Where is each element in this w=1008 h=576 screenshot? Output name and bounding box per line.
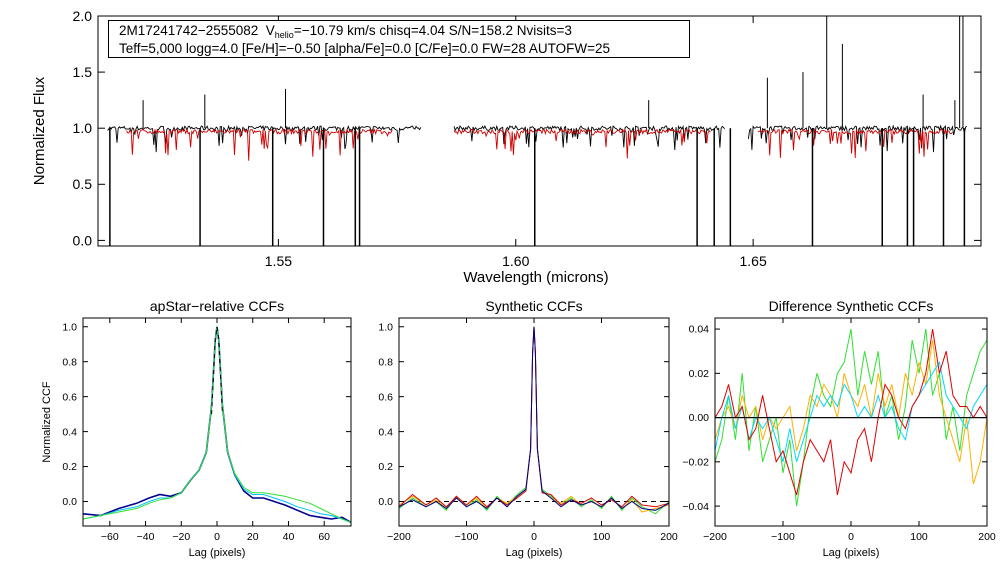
y-tick-label: 1.0 <box>73 120 93 136</box>
apstar-ccf-ylabel: Normalized CCF <box>41 381 53 463</box>
x-tick-label: −60 <box>101 531 119 543</box>
synthetic-ccf-xlabel: Lag (pixels) <box>506 547 563 559</box>
y-tick-label: 0.4 <box>378 426 393 438</box>
spectrum-frame <box>97 15 982 247</box>
ccf-series-line <box>714 360 988 462</box>
y-tick-label: 0.00 <box>689 412 710 424</box>
x-tick-label: 200 <box>978 531 996 543</box>
difference-ccf-frame <box>714 317 988 527</box>
ccf-series-line <box>398 326 670 513</box>
spectrum-ylabel: Normalized Flux <box>31 76 48 185</box>
y-tick-label: −0.02 <box>682 457 709 469</box>
ccf-series-line <box>211 326 223 415</box>
y-tick-label: 0.4 <box>62 426 77 438</box>
ccf-series-line <box>82 326 352 523</box>
vhelio-label: V <box>265 23 275 38</box>
y-tick-label: 0.2 <box>378 461 393 473</box>
difference-ccf-panel: Difference Synthetic CCFs −200 −100 0 100 20… <box>682 298 995 559</box>
spectrum-xlabel: Wavelength (microns) <box>463 269 608 286</box>
ccf-series-line <box>714 329 988 496</box>
star-id: 2M17241742−2555082 <box>119 23 259 38</box>
ccf-series-line <box>398 326 670 515</box>
y-tick-label: 0.2 <box>62 461 77 473</box>
model-spectrum <box>453 128 711 159</box>
y-tick-label: 0.8 <box>62 356 77 368</box>
x-tick-label: 1.65 <box>740 253 767 269</box>
observed-spectrum <box>747 124 968 153</box>
x-tick-label: 100 <box>593 531 611 543</box>
apstar-ccf-xlabel: Lag (pixels) <box>189 547 246 559</box>
ccf-series-line <box>82 326 352 524</box>
y-tick-label: 2.0 <box>73 8 93 24</box>
synthetic-ccf-lines <box>398 326 670 515</box>
info-line-1: 2M17241742−2555082 Vhelio=−10.79 km/s ch… <box>119 22 689 40</box>
x-tick-label: −40 <box>137 531 155 543</box>
difference-ccf-title: Difference Synthetic CCFs <box>769 298 934 314</box>
y-tick-label: 0.8 <box>378 356 393 368</box>
apstar-ccf-title: apStar−relative CCFs <box>150 298 284 314</box>
ccf-series-line <box>714 328 988 507</box>
x-tick-label: 60 <box>318 531 330 543</box>
difference-ccf-lines <box>714 328 988 507</box>
x-tick-label: 200 <box>660 531 678 543</box>
x-tick-label: −100 <box>771 531 795 543</box>
x-tick-label: 0 <box>214 531 220 543</box>
y-tick-label: 0.02 <box>689 368 710 380</box>
y-tick-label: 1.0 <box>378 321 393 333</box>
ccf-series-line <box>714 340 988 485</box>
difference-ccf-xlabel: Lag (pixels) <box>823 547 880 559</box>
x-tick-label: 100 <box>910 531 928 543</box>
x-tick-label: 20 <box>247 531 259 543</box>
synthetic-ccf-frame <box>398 317 670 527</box>
y-tick-label: 0.6 <box>62 391 77 403</box>
observed-spectrum <box>107 124 422 153</box>
ccf-series-line <box>398 326 670 508</box>
model-spectrum <box>126 127 393 161</box>
apstar-ccf-panel: apStar−relative CCFs −60 −40 −20 0 20 40 60 0.0… <box>41 298 352 559</box>
info-line-2: Teff=5,000 logg=4.0 [Fe/H]=−0.50 [alpha/… <box>119 41 611 56</box>
synthetic-ccf-panel: Synthetic CCFs −200 −100 0 100 200 0.0 0.2 0.4 0… <box>378 298 678 559</box>
apstar-ccf-lines <box>82 326 352 524</box>
x-tick-label: 1.55 <box>265 253 292 269</box>
x-tick-label: 1.60 <box>502 253 529 269</box>
x-tick-label: 0 <box>531 531 537 543</box>
x-tick-label: 40 <box>283 531 295 543</box>
y-tick-label: 0.0 <box>62 496 77 508</box>
y-tick-label: 1.0 <box>62 321 77 333</box>
y-tick-label: 0.0 <box>73 232 93 248</box>
x-tick-label: 0 <box>848 531 854 543</box>
x-tick-label: −20 <box>172 531 190 543</box>
synthetic-ccf-title: Synthetic CCFs <box>485 298 582 314</box>
y-tick-label: −0.04 <box>682 501 709 513</box>
ccf-series-line <box>398 326 670 511</box>
spectrum-lines <box>107 16 968 246</box>
apstar-ccf-axes: −60 −40 −20 0 20 40 60 0.0 0.2 0.4 0.6 0.8 1.0 <box>62 318 351 543</box>
spectrum-axes: 1.55 1.60 1.65 0.0 0.5 1.0 1.5 2.0 <box>73 8 981 269</box>
x-tick-label: −200 <box>387 531 411 543</box>
vhelio-subscript: helio <box>274 30 294 40</box>
spectrum-panel: 1.55 1.60 1.65 0.0 0.5 1.0 1.5 2.0 Normalized F… <box>31 8 982 286</box>
synthetic-ccf-axes: −200 −100 0 100 200 0.0 0.2 0.4 0.6 0.8 1.0 <box>378 318 678 543</box>
model-spectrum <box>757 128 953 159</box>
apstar-ccf-frame <box>82 317 352 527</box>
x-tick-label: −200 <box>703 531 727 543</box>
y-tick-label: 1.5 <box>73 64 93 80</box>
spectrum-info-box: 2M17241742−2555082 Vhelio=−10.79 km/s ch… <box>108 20 690 58</box>
x-tick-label: −100 <box>455 531 479 543</box>
ccf-series-line <box>82 326 352 523</box>
difference-ccf-axes: −200 −100 0 100 200 −0.04 −0.02 0.00 0.02 0.04 <box>682 318 996 543</box>
y-tick-label: 0.04 <box>689 324 710 336</box>
y-tick-label: 0.5 <box>73 176 93 192</box>
fit-stats: =−10.79 km/s chisq=4.04 S/N=158.2 Nvisit… <box>293 23 572 38</box>
y-tick-label: 0.6 <box>378 391 393 403</box>
y-tick-label: 0.0 <box>378 496 393 508</box>
